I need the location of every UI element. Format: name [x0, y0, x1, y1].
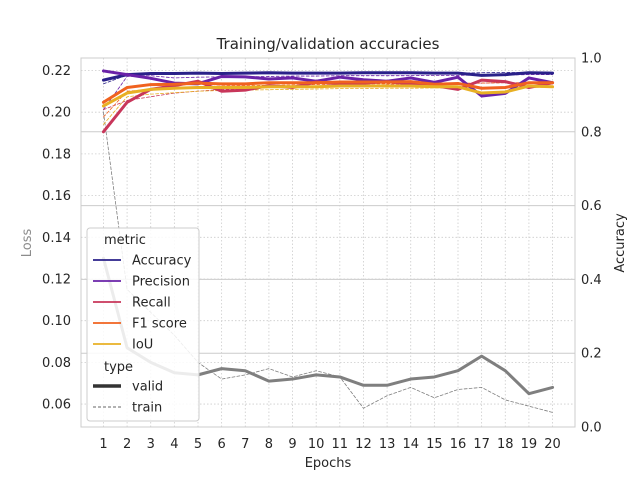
legend-title-type: type — [104, 360, 133, 375]
legend-label-type: valid — [132, 380, 163, 395]
chart-title: Training/validation accuracies — [216, 35, 440, 53]
y-tick-label-left: 0.14 — [42, 231, 71, 246]
x-tick-label: 16 — [450, 437, 467, 452]
y-tick-label-right: 0.8 — [581, 125, 602, 140]
x-tick-label: 18 — [497, 437, 514, 452]
x-tick-label: 14 — [402, 437, 419, 452]
line-iou-valid — [101, 84, 555, 108]
x-tick-label: 3 — [147, 437, 155, 452]
x-tick-label: 7 — [241, 437, 249, 452]
y-tick-label-left: 0.18 — [42, 147, 71, 162]
y-tick-label-right: 0.2 — [581, 347, 602, 362]
y-tick-label-left: 0.20 — [42, 106, 71, 121]
y-ticks-left: 0.06 0.08 0.10 0.12 0.14 0.16 0.18 0.20 0.22 — [42, 64, 71, 413]
x-tick-label: 5 — [194, 437, 202, 452]
x-axis-label: Epochs — [305, 456, 352, 471]
legend-type-entries: valid train — [93, 380, 163, 416]
legend: metric Accuracy Precision Recall F1 score Io… — [86, 227, 200, 422]
y-ticks-right: 0.0 0.2 0.4 0.6 0.8 1.0 — [581, 52, 602, 436]
legend-metric-entries: Accuracy Precision Recall F1 score IoU — [93, 254, 192, 353]
y-tick-label-left: 0.16 — [42, 189, 71, 204]
x-tick-label: 12 — [355, 437, 372, 452]
x-tick-label: 15 — [426, 437, 443, 452]
legend-label-metric: Precision — [132, 275, 190, 290]
y-tick-label-left: 0.12 — [42, 272, 71, 287]
x-tick-label: 13 — [379, 437, 396, 452]
y-tick-label-left: 0.10 — [42, 314, 71, 329]
legend-label-metric: IoU — [132, 338, 153, 353]
legend-box — [86, 227, 200, 422]
y-axis-label-right: Accuracy — [613, 213, 628, 273]
y-axis-label-left: Loss — [20, 229, 35, 258]
y-tick-label-left: 0.08 — [42, 356, 71, 371]
line-f1-score-valid — [101, 80, 555, 104]
y-tick-label-right: 0.0 — [581, 421, 602, 436]
line-accuracy-valid — [101, 71, 555, 82]
legend-label-metric: Recall — [132, 296, 171, 311]
legend-label-metric: Accuracy — [132, 254, 192, 269]
y-tick-label-left: 0.22 — [42, 64, 71, 79]
x-tick-label: 1 — [99, 437, 107, 452]
x-tick-label: 2 — [123, 437, 131, 452]
legend-label-type: train — [132, 401, 162, 416]
y-tick-label-right: 1.0 — [581, 52, 602, 67]
y-tick-label-left: 0.06 — [42, 398, 71, 413]
legend-label-metric: F1 score — [132, 317, 187, 332]
y-tick-label-right: 0.4 — [581, 273, 602, 288]
accuracy-series-group — [101, 69, 555, 134]
plot-frame — [80, 57, 576, 428]
legend-title-metric: metric — [104, 233, 146, 248]
x-tick-label: 19 — [521, 437, 538, 452]
x-tick-label: 11 — [332, 437, 349, 452]
y-tick-label-right: 0.6 — [581, 199, 602, 214]
x-tick-label: 17 — [473, 437, 490, 452]
x-tick-label: 20 — [544, 437, 561, 452]
x-tick-label: 10 — [308, 437, 325, 452]
x-tick-label: 6 — [217, 437, 225, 452]
x-tick-label: 8 — [265, 437, 273, 452]
x-tick-label: 4 — [170, 437, 178, 452]
x-tick-label: 9 — [288, 437, 296, 452]
x-ticks: 1 2 3 4 5 6 7 8 9 10 11 12 13 14 15 16 17 18 19 20 — [99, 437, 561, 452]
